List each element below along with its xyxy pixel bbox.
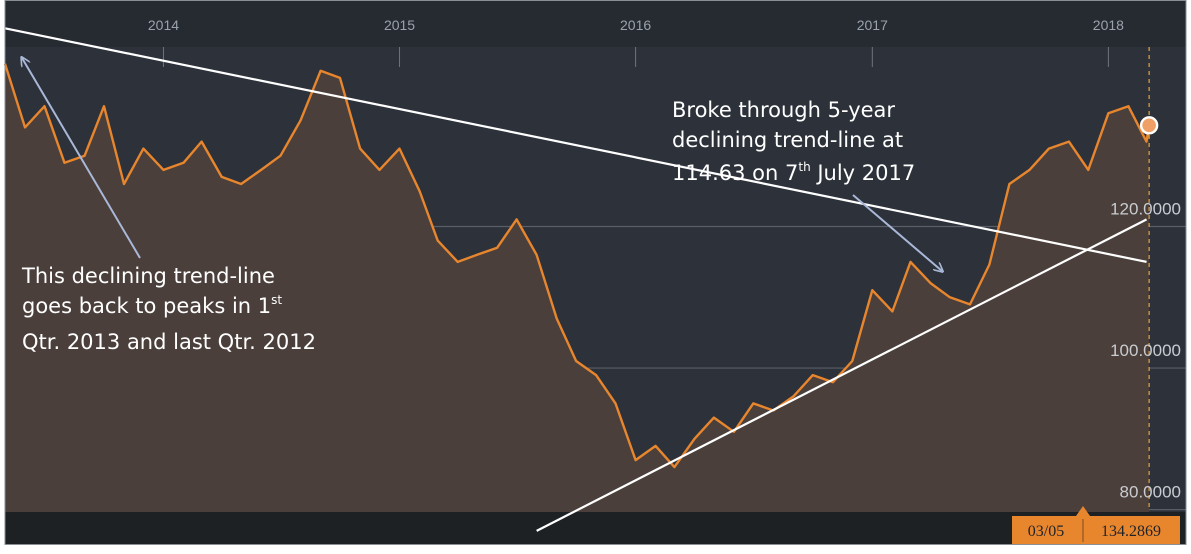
chart-border [4,0,1187,545]
x-tick-label: 2016 [620,17,651,33]
x-tick-label: 2015 [384,17,415,33]
y-tick-label: 80.0000 [1120,483,1181,502]
plot-header [5,0,1186,47]
last-price-marker [1139,116,1159,135]
readout-date: 03/05 [1028,523,1064,540]
annotation-right: Broke through 5-year declining trend-lin… [672,98,942,271]
x-axis: 2014 2015 2016 2017 2018 [148,17,1124,67]
annotation-left-line1: This declining trend-line [21,264,275,288]
annotation-left-line2: goes back to peaks in 1 [22,294,271,318]
x-tick-label: 2014 [148,17,179,33]
y-tick-label: 120.0000 [1110,199,1181,218]
x-tick-label: 2017 [857,17,888,33]
bottom-band [5,512,1186,545]
annotation-left-arrow [22,58,141,259]
svg-text:goes back to peaks in 1st: goes back to peaks in 1st [22,293,282,318]
svg-text:114.63 on 7th July 2017: 114.63 on 7th July 2017 [672,160,915,185]
price-readout: 03/05 134.2869 [1012,506,1180,545]
annotation-right-line3b: July 2017 [811,161,916,185]
price-area [5,63,1150,545]
price-line [3,63,1151,469]
y-tick-label: 100.0000 [1110,341,1181,360]
annotation-right-line2: declining trend-line at [672,128,903,152]
readout-pointer [1076,506,1090,516]
annotation-left: This declining trend-line goes back to p… [21,58,316,354]
annotation-left-sup: st [271,293,282,307]
trendline [4,27,1147,263]
trendline [536,218,1148,532]
annotation-right-sup: th [798,160,810,174]
readout-box [1012,516,1180,545]
x-tick-label: 2018 [1093,17,1124,33]
y-axis: 120.0000 100.0000 80.0000 [1110,199,1181,501]
annotation-right-line1: Broke through 5-year [672,98,895,122]
trendlines [4,27,1148,532]
annotation-right-arrow [852,194,942,271]
readout-value: 134.2869 [1101,523,1161,540]
annotation-right-line3a: 114.63 on 7 [672,161,798,185]
annotation-left-line3: Qtr. 2013 and last Qtr. 2012 [22,330,316,354]
